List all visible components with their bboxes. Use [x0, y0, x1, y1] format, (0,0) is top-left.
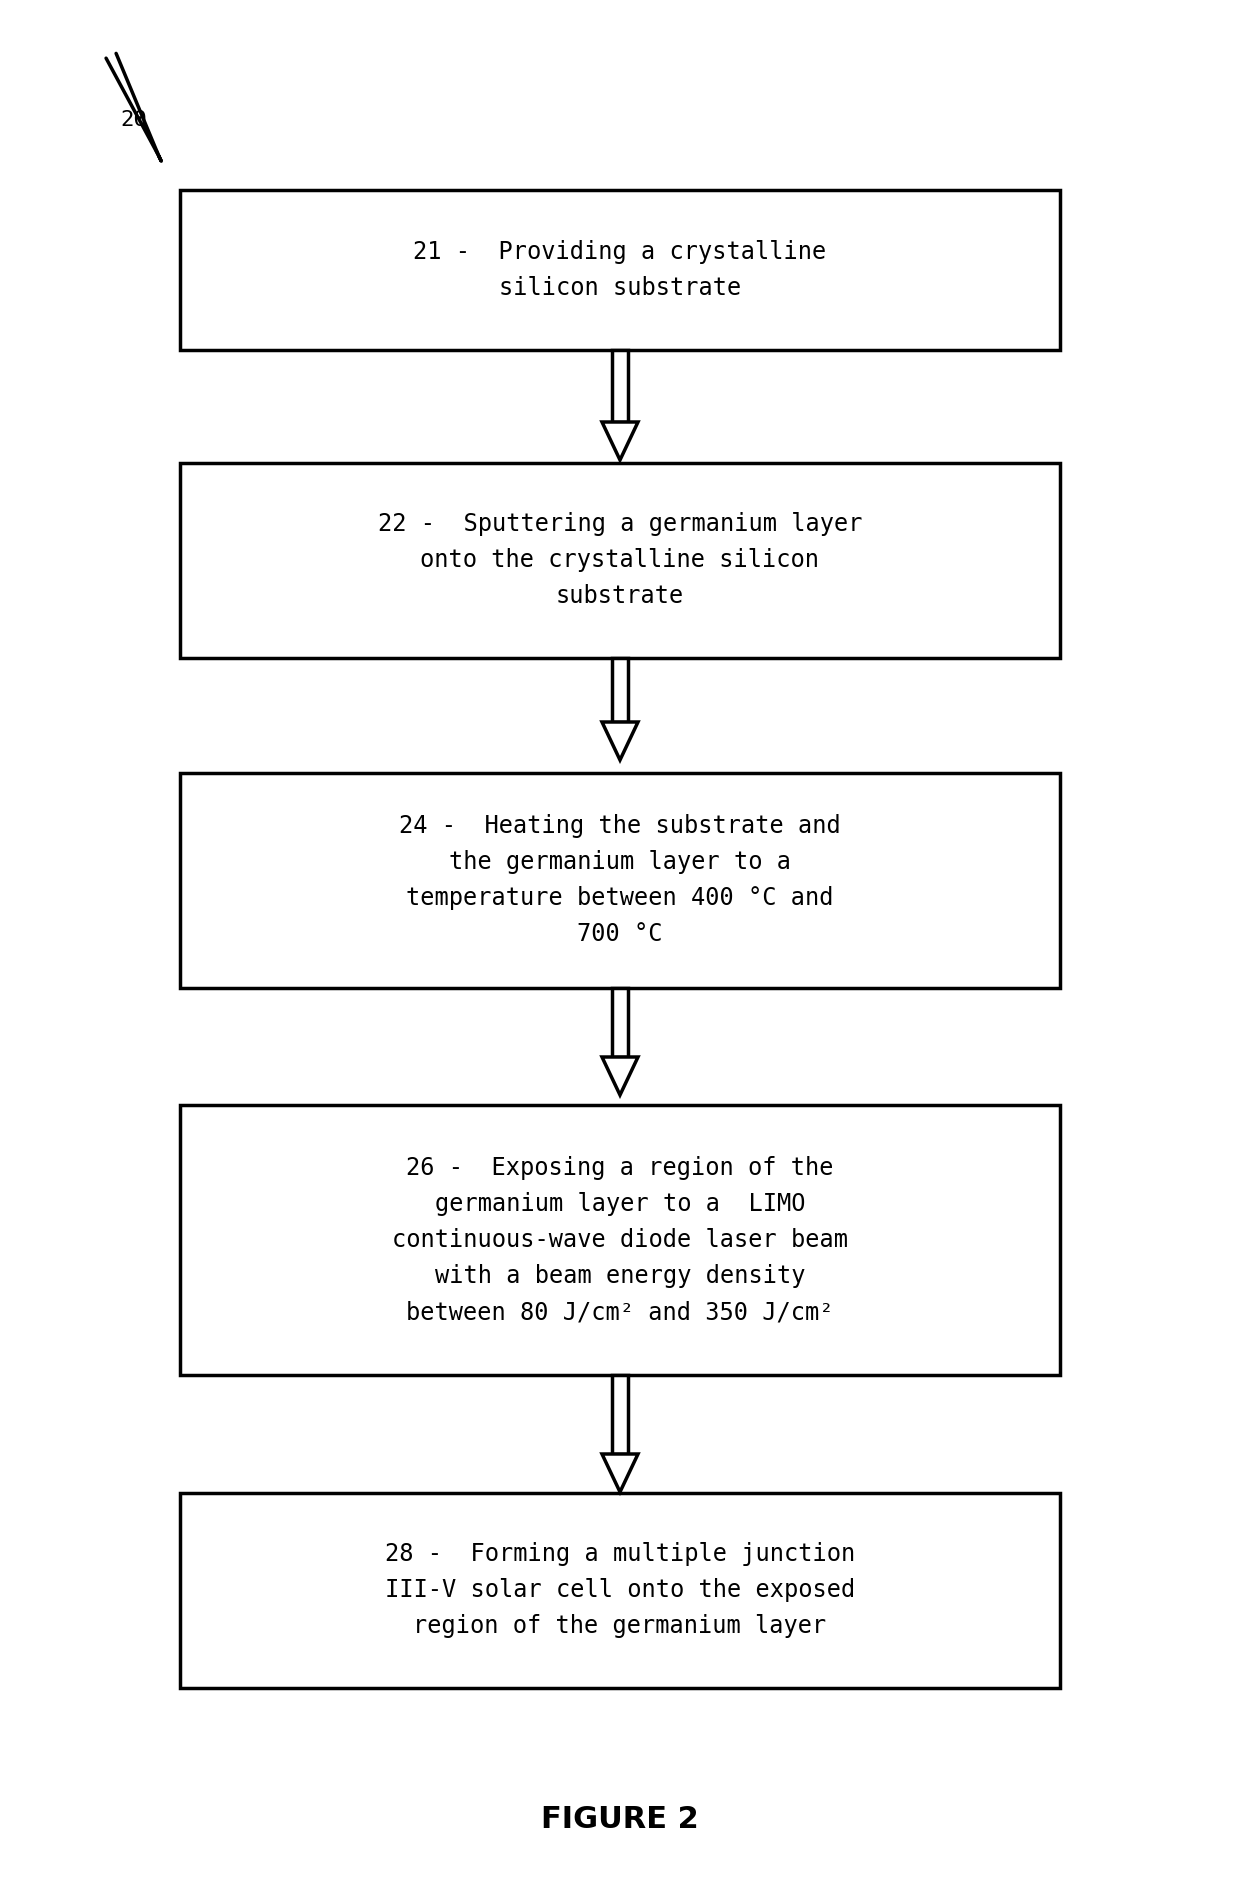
Polygon shape: [601, 422, 639, 460]
Bar: [180, 1493, 1060, 1687]
Bar: [613, 1375, 627, 1453]
Text: 22 -  Sputtering a germanium layer: 22 - Sputtering a germanium layer: [378, 512, 862, 536]
Bar: [180, 1105, 1060, 1375]
Bar: [613, 987, 627, 1058]
Polygon shape: [601, 723, 639, 761]
Bar: [613, 658, 627, 723]
Text: 700 °C: 700 °C: [578, 922, 662, 945]
Text: silicon substrate: silicon substrate: [498, 276, 742, 301]
Bar: [613, 350, 627, 422]
Text: 24 -  Heating the substrate and: 24 - Heating the substrate and: [399, 814, 841, 839]
Text: between 80 J/cm² and 350 J/cm²: between 80 J/cm² and 350 J/cm²: [407, 1299, 833, 1324]
Text: continuous-wave diode laser beam: continuous-wave diode laser beam: [392, 1229, 848, 1252]
Polygon shape: [601, 1058, 639, 1096]
Text: 21 -  Providing a crystalline: 21 - Providing a crystalline: [413, 240, 827, 264]
Text: 28 -  Forming a multiple junction: 28 - Forming a multiple junction: [384, 1543, 856, 1565]
Text: region of the germanium layer: region of the germanium layer: [413, 1615, 827, 1638]
Text: 26 -  Exposing a region of the: 26 - Exposing a region of the: [407, 1156, 833, 1179]
Text: FIGURE 2: FIGURE 2: [541, 1805, 699, 1835]
Text: III-V solar cell onto the exposed: III-V solar cell onto the exposed: [384, 1579, 856, 1601]
Text: germanium layer to a  LIMO: germanium layer to a LIMO: [435, 1193, 805, 1215]
Text: with a beam energy density: with a beam energy density: [435, 1265, 805, 1288]
Bar: [180, 772, 1060, 987]
Text: onto the crystalline silicon: onto the crystalline silicon: [420, 548, 820, 573]
Text: the germanium layer to a: the germanium layer to a: [449, 850, 791, 875]
Text: 20: 20: [120, 110, 146, 129]
Polygon shape: [601, 1453, 639, 1491]
Text: temperature between 400 °C and: temperature between 400 °C and: [407, 886, 833, 909]
Bar: [180, 462, 1060, 658]
Text: substrate: substrate: [556, 584, 684, 609]
Bar: [180, 190, 1060, 350]
